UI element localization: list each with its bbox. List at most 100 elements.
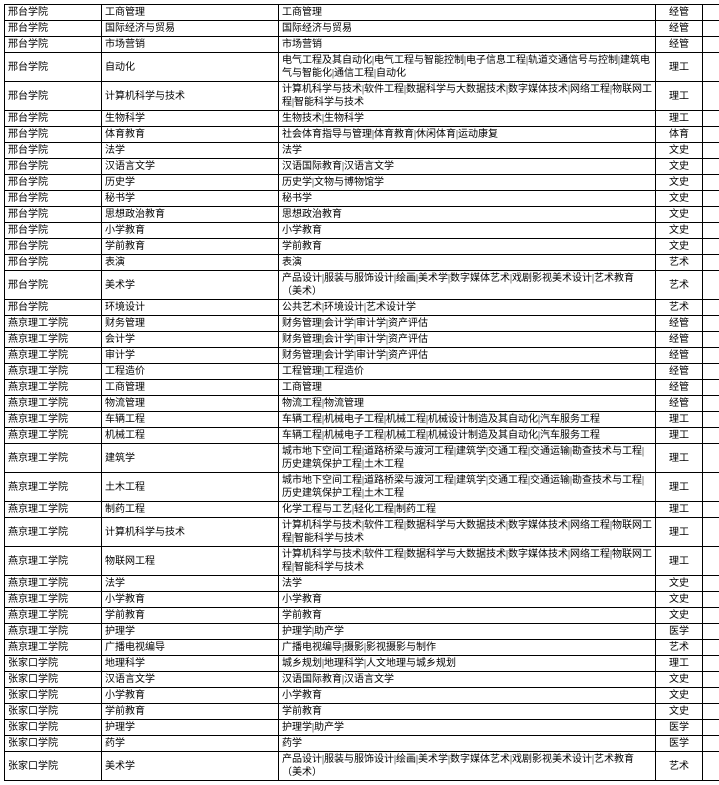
data-table: 邢台学院工商管理工商管理经管15邢台学院国际经济与贸易国际经济与贸易经管1邢台学…	[4, 4, 719, 781]
cell-count: 5	[703, 82, 719, 111]
table-row: 邢台学院美术学产品设计|服装与服饰设计|绘画|美术学|数字媒体艺术|戏剧影视美术…	[5, 271, 719, 300]
cell-category: 文史	[656, 688, 703, 704]
table-row: 邢台学院法学法学文史26	[5, 143, 719, 159]
cell-category: 经管	[656, 37, 703, 53]
cell-major: 车辆工程	[102, 412, 279, 428]
cell-category: 经管	[656, 348, 703, 364]
cell-count: 2	[703, 53, 719, 82]
cell-category: 艺术	[656, 300, 703, 316]
cell-count: 1	[703, 255, 719, 271]
table-row: 张家口学院学前教育学前教育文史1	[5, 704, 719, 720]
cell-school: 燕京理工学院	[5, 624, 102, 640]
table-row: 张家口学院地理科学城乡规划|地理科学|人文地理与城乡规划理工1	[5, 656, 719, 672]
table-row: 燕京理工学院工商管理工商管理经管2	[5, 380, 719, 396]
cell-major: 法学	[102, 143, 279, 159]
cell-major: 小学教育	[102, 688, 279, 704]
cell-major: 美术学	[102, 752, 279, 781]
cell-desc: 学前教育	[279, 608, 656, 624]
cell-count: 3	[703, 127, 719, 143]
cell-desc: 城市地下空间工程|道路桥梁与渡河工程|建筑学|交通工程|交通运输|勘查技术与工程…	[279, 444, 656, 473]
cell-desc: 公共艺术|环境设计|艺术设计学	[279, 300, 656, 316]
cell-desc: 护理学|助产学	[279, 624, 656, 640]
cell-category: 医学	[656, 720, 703, 736]
cell-category: 理工	[656, 656, 703, 672]
table-row: 邢台学院体育教育社会体育指导与管理|体育教育|休闲体育|运动康复体育3	[5, 127, 719, 143]
cell-major: 地理科学	[102, 656, 279, 672]
cell-school: 张家口学院	[5, 688, 102, 704]
cell-count: 1	[703, 656, 719, 672]
table-row: 燕京理工学院计算机科学与技术计算机科学与技术|软件工程|数据科学与大数据技术|数…	[5, 518, 719, 547]
table-row: 邢台学院工商管理工商管理经管15	[5, 5, 719, 21]
cell-category: 艺术	[656, 271, 703, 300]
cell-count: 41	[703, 576, 719, 592]
cell-major: 护理学	[102, 720, 279, 736]
cell-desc: 产品设计|服装与服饰设计|绘画|美术学|数字媒体艺术|戏剧影视美术设计|艺术教育…	[279, 271, 656, 300]
cell-count: 9	[703, 364, 719, 380]
cell-school: 燕京理工学院	[5, 364, 102, 380]
cell-school: 张家口学院	[5, 736, 102, 752]
cell-desc: 社会体育指导与管理|体育教育|休闲体育|运动康复	[279, 127, 656, 143]
cell-category: 文史	[656, 143, 703, 159]
cell-desc: 汉语国际教育|汉语言文学	[279, 672, 656, 688]
cell-desc: 工商管理	[279, 380, 656, 396]
cell-major: 学前教育	[102, 704, 279, 720]
cell-category: 文史	[656, 159, 703, 175]
cell-major: 学前教育	[102, 239, 279, 255]
cell-desc: 药学	[279, 736, 656, 752]
table-row: 燕京理工学院物流管理物流工程|物流管理经管1	[5, 396, 719, 412]
cell-school: 张家口学院	[5, 752, 102, 781]
cell-major: 机械工程	[102, 428, 279, 444]
cell-category: 理工	[656, 111, 703, 127]
table-row: 邢台学院计算机科学与技术计算机科学与技术|软件工程|数据科学与大数据技术|数字媒…	[5, 82, 719, 111]
cell-count: 3	[703, 672, 719, 688]
cell-school: 邢台学院	[5, 271, 102, 300]
cell-school: 燕京理工学院	[5, 428, 102, 444]
cell-category: 体育	[656, 127, 703, 143]
cell-category: 经管	[656, 316, 703, 332]
cell-school: 邢台学院	[5, 5, 102, 21]
cell-count: 11	[703, 223, 719, 239]
cell-desc: 化学工程与工艺|轻化工程|制药工程	[279, 502, 656, 518]
cell-count: 3	[703, 720, 719, 736]
table-row: 邢台学院自动化电气工程及其自动化|电气工程与智能控制|电子信息工程|轨道交通信号…	[5, 53, 719, 82]
cell-school: 张家口学院	[5, 704, 102, 720]
table-row: 张家口学院护理学护理学|助产学医学3	[5, 720, 719, 736]
cell-desc: 法学	[279, 143, 656, 159]
cell-major: 建筑学	[102, 444, 279, 473]
cell-desc: 工程管理|工程造价	[279, 364, 656, 380]
cell-school: 邢台学院	[5, 300, 102, 316]
cell-desc: 广播电视编导|摄影|影视摄影与制作	[279, 640, 656, 656]
cell-count: 2	[703, 380, 719, 396]
cell-school: 张家口学院	[5, 656, 102, 672]
cell-count: 1	[703, 473, 719, 502]
cell-category: 经管	[656, 380, 703, 396]
table-row: 燕京理工学院建筑学城市地下空间工程|道路桥梁与渡河工程|建筑学|交通工程|交通运…	[5, 444, 719, 473]
cell-school: 邢台学院	[5, 255, 102, 271]
cell-desc: 小学教育	[279, 688, 656, 704]
cell-major: 会计学	[102, 332, 279, 348]
cell-category: 理工	[656, 473, 703, 502]
cell-count: 2	[703, 736, 719, 752]
cell-major: 秘书学	[102, 191, 279, 207]
cell-category: 理工	[656, 502, 703, 518]
cell-count: 2	[703, 592, 719, 608]
cell-major: 汉语言文学	[102, 159, 279, 175]
cell-desc: 计算机科学与技术|软件工程|数据科学与大数据技术|数字媒体技术|网络工程|物联网…	[279, 547, 656, 576]
table-row: 邢台学院小学教育小学教育文史11	[5, 223, 719, 239]
cell-major: 工商管理	[102, 380, 279, 396]
cell-count: 1	[703, 239, 719, 255]
cell-school: 邢台学院	[5, 239, 102, 255]
table-row: 邢台学院市场营销市场营销经管10	[5, 37, 719, 53]
table-row: 燕京理工学院制药工程化学工程与工艺|轻化工程|制药工程理工1	[5, 502, 719, 518]
cell-count: 15	[703, 5, 719, 21]
table-row: 燕京理工学院车辆工程车辆工程|机械电子工程|机械工程|机械设计制造及其自动化|汽…	[5, 412, 719, 428]
table-row: 张家口学院药学药学医学2	[5, 736, 719, 752]
cell-category: 文史	[656, 191, 703, 207]
cell-count: 1	[703, 21, 719, 37]
cell-school: 张家口学院	[5, 720, 102, 736]
cell-count: 1	[703, 704, 719, 720]
cell-count: 1	[703, 396, 719, 412]
cell-category: 艺术	[656, 752, 703, 781]
cell-major: 体育教育	[102, 127, 279, 143]
cell-category: 经管	[656, 332, 703, 348]
